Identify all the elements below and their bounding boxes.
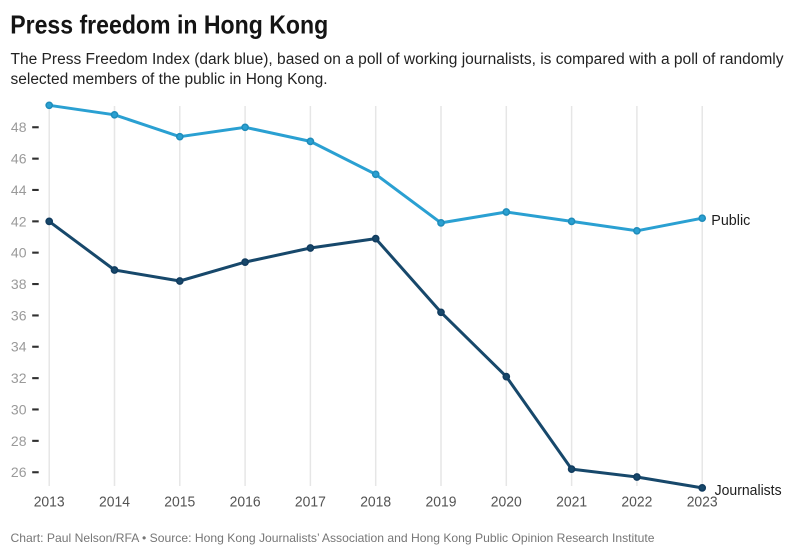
svg-text:selected members of the public: selected members of the public in Hong K… [11, 71, 328, 88]
svg-text:2018: 2018 [360, 495, 391, 511]
svg-text:30: 30 [11, 401, 27, 417]
svg-text:44: 44 [11, 182, 27, 198]
svg-text:Journalists: Journalists [715, 483, 782, 499]
svg-text:46: 46 [11, 151, 27, 167]
svg-text:28: 28 [11, 433, 27, 449]
svg-text:2014: 2014 [99, 495, 130, 511]
svg-text:2022: 2022 [621, 495, 652, 511]
svg-text:48: 48 [11, 119, 27, 135]
svg-text:36: 36 [11, 307, 27, 323]
svg-text:34: 34 [11, 339, 27, 355]
svg-text:26: 26 [11, 464, 27, 480]
svg-text:Chart: Paul Nelson/RFA • Sourc: Chart: Paul Nelson/RFA • Source: Hong Ko… [11, 531, 655, 545]
svg-text:2020: 2020 [491, 495, 522, 511]
svg-text:2013: 2013 [34, 495, 65, 511]
svg-text:40: 40 [11, 245, 27, 261]
svg-text:38: 38 [11, 276, 27, 292]
svg-text:2021: 2021 [556, 495, 587, 511]
svg-text:Press freedom in Hong Kong: Press freedom in Hong Kong [10, 10, 328, 40]
svg-text:Public: Public [711, 213, 750, 229]
svg-text:2015: 2015 [164, 495, 195, 511]
svg-text:32: 32 [11, 370, 27, 386]
svg-text:2019: 2019 [426, 495, 457, 511]
svg-text:2023: 2023 [687, 495, 718, 511]
svg-text:2017: 2017 [295, 495, 326, 511]
svg-text:The Press Freedom Index (dark: The Press Freedom Index (dark blue), bas… [11, 51, 784, 68]
svg-text:42: 42 [11, 213, 27, 229]
svg-text:2016: 2016 [230, 495, 261, 511]
